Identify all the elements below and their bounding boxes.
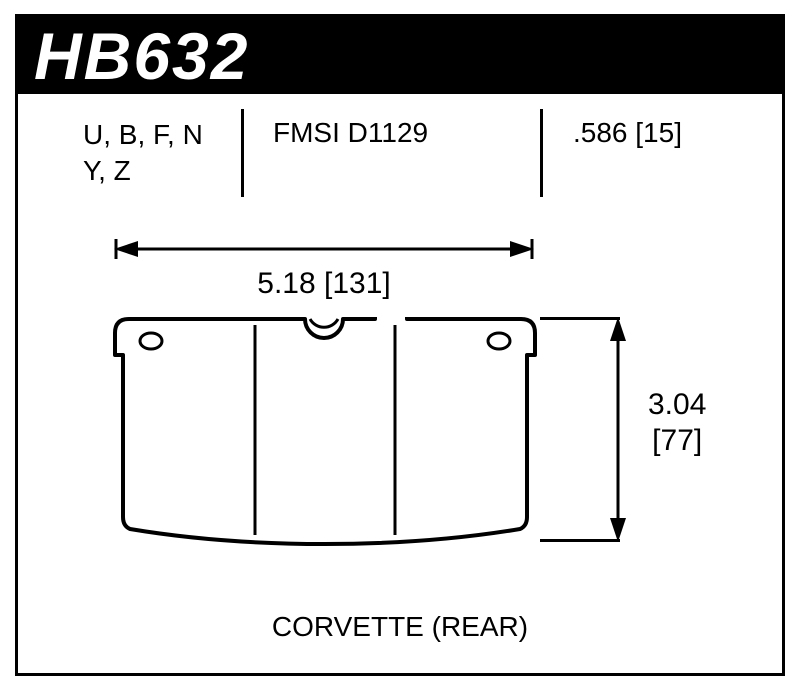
- drawing-area: 5.18 [131] 3.04 [77] CORVETTE (REA: [18, 227, 782, 673]
- part-number: HB632: [34, 18, 249, 94]
- header-bar: HB632: [18, 17, 782, 94]
- brake-pad-outline: [113, 317, 538, 547]
- height-inches: 3.04: [648, 387, 706, 423]
- fmsi-code: FMSI D1129: [273, 117, 428, 149]
- info-row: U, B, F, N Y, Z FMSI D1129 .586 [15]: [18, 109, 782, 199]
- height-dimension: 3.04 [77]: [648, 387, 706, 459]
- height-arrow: [608, 317, 628, 542]
- caption: CORVETTE (REAR): [18, 611, 782, 643]
- diagram-frame: HB632 U, B, F, N Y, Z FMSI D1129 .586 [1…: [15, 14, 785, 676]
- compound-line-2: Y, Z: [83, 153, 203, 189]
- compound-codes: U, B, F, N Y, Z: [83, 117, 203, 190]
- width-arrow: [114, 239, 534, 259]
- thickness-value: .586 [15]: [573, 117, 682, 149]
- height-mm: [77]: [648, 423, 706, 459]
- separator-1: [241, 109, 244, 197]
- width-dimension: 5.18 [131]: [114, 267, 534, 301]
- separator-2: [540, 109, 543, 197]
- compound-line-1: U, B, F, N: [83, 117, 203, 153]
